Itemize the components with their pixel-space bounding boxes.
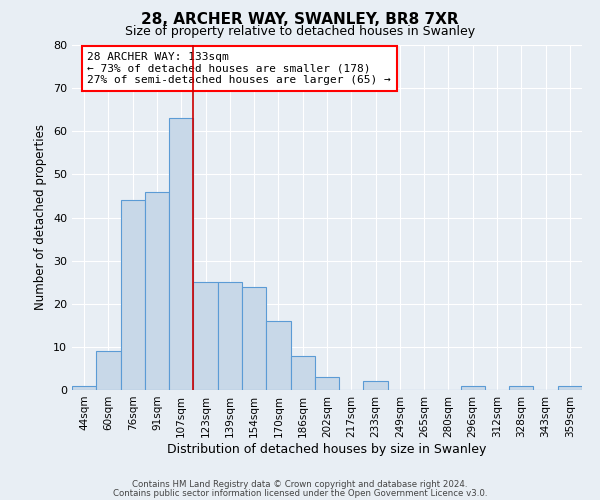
Bar bbox=[193, 282, 218, 390]
Bar bbox=[96, 351, 121, 390]
Bar bbox=[121, 200, 145, 390]
Bar bbox=[145, 192, 169, 390]
Bar bbox=[218, 282, 242, 390]
Bar bbox=[242, 286, 266, 390]
Bar bbox=[266, 321, 290, 390]
Text: 28, ARCHER WAY, SWANLEY, BR8 7XR: 28, ARCHER WAY, SWANLEY, BR8 7XR bbox=[141, 12, 459, 28]
Text: Contains public sector information licensed under the Open Government Licence v3: Contains public sector information licen… bbox=[113, 488, 487, 498]
Bar bbox=[509, 386, 533, 390]
Bar bbox=[315, 377, 339, 390]
Bar bbox=[558, 386, 582, 390]
Text: Size of property relative to detached houses in Swanley: Size of property relative to detached ho… bbox=[125, 25, 475, 38]
Text: 28 ARCHER WAY: 133sqm
← 73% of detached houses are smaller (178)
27% of semi-det: 28 ARCHER WAY: 133sqm ← 73% of detached … bbox=[88, 52, 391, 85]
Text: Contains HM Land Registry data © Crown copyright and database right 2024.: Contains HM Land Registry data © Crown c… bbox=[132, 480, 468, 489]
Bar bbox=[364, 382, 388, 390]
Bar bbox=[72, 386, 96, 390]
Bar bbox=[290, 356, 315, 390]
Y-axis label: Number of detached properties: Number of detached properties bbox=[34, 124, 47, 310]
X-axis label: Distribution of detached houses by size in Swanley: Distribution of detached houses by size … bbox=[167, 442, 487, 456]
Bar bbox=[169, 118, 193, 390]
Bar bbox=[461, 386, 485, 390]
